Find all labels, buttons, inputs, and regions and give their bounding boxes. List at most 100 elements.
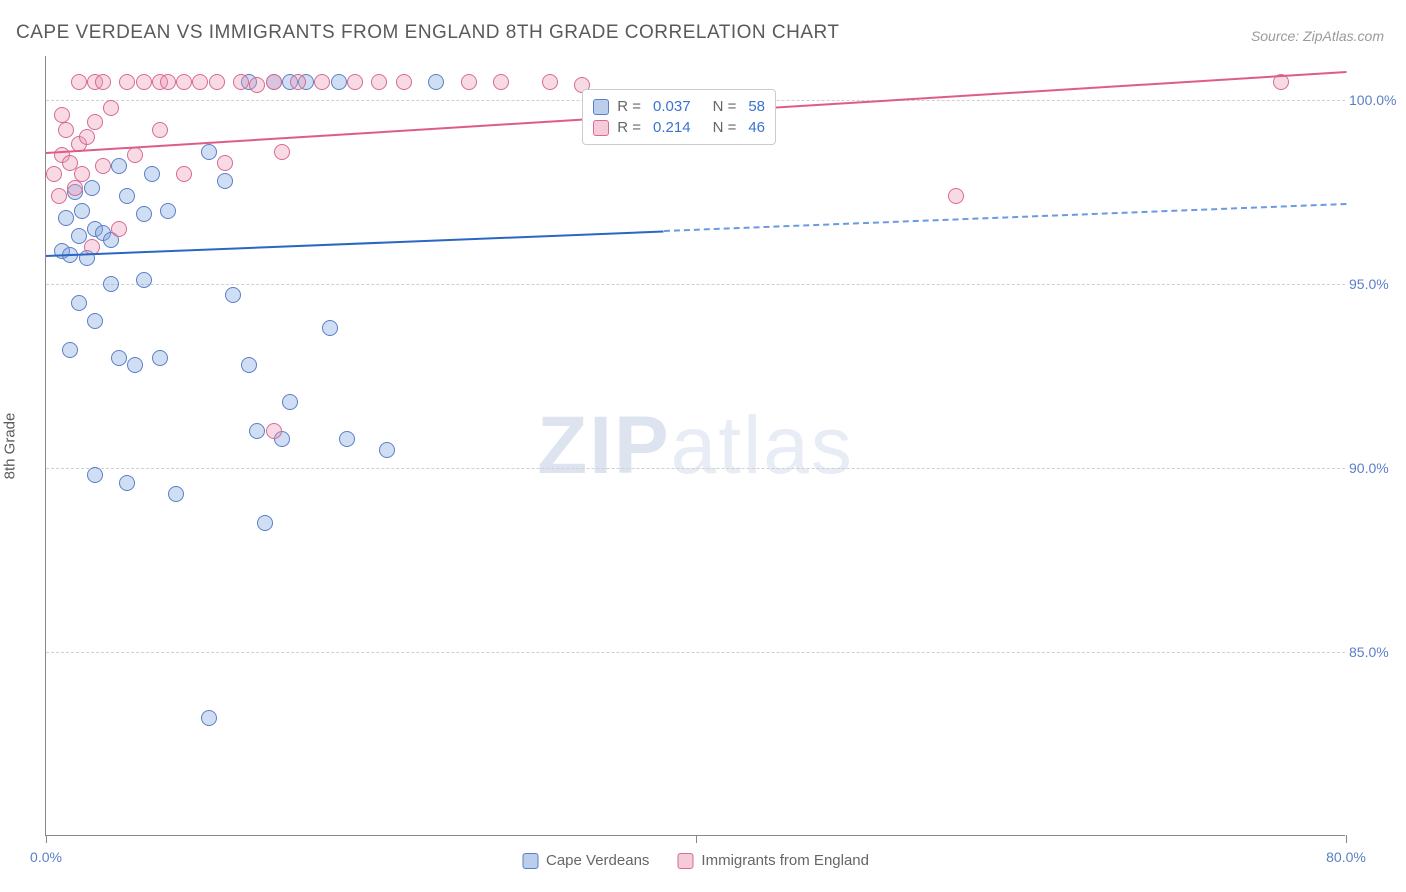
y-tick-label: 85.0% [1349, 644, 1399, 660]
scatter-point [71, 74, 87, 90]
scatter-point [87, 467, 103, 483]
legend-swatch [593, 99, 609, 115]
scatter-point [241, 357, 257, 373]
scatter-point [152, 122, 168, 138]
plot-area: ZIPatlas 85.0%90.0%95.0%100.0%0.0%80.0%R… [45, 56, 1345, 836]
scatter-point [58, 122, 74, 138]
series-legend-item: Cape Verdeans [522, 852, 649, 869]
scatter-point [257, 515, 273, 531]
scatter-point [282, 394, 298, 410]
scatter-point [396, 74, 412, 90]
scatter-point [103, 100, 119, 116]
legend-swatch [593, 120, 609, 136]
series-legend-label: Immigrants from England [701, 852, 869, 869]
y-tick-label: 95.0% [1349, 276, 1399, 292]
scatter-point [331, 74, 347, 90]
scatter-point [209, 74, 225, 90]
legend-n-label: N = [713, 119, 737, 136]
y-tick-label: 90.0% [1349, 460, 1399, 476]
gridline-h [46, 284, 1345, 285]
scatter-point [111, 350, 127, 366]
gridline-h [46, 468, 1345, 469]
scatter-point [217, 155, 233, 171]
scatter-point [127, 357, 143, 373]
scatter-point [87, 313, 103, 329]
scatter-point [266, 423, 282, 439]
legend-n-label: N = [713, 98, 737, 115]
trend-line [663, 203, 1346, 232]
scatter-point [119, 475, 135, 491]
scatter-point [948, 188, 964, 204]
scatter-point [119, 188, 135, 204]
scatter-point [136, 74, 152, 90]
scatter-point [111, 158, 127, 174]
scatter-point [95, 158, 111, 174]
scatter-point [290, 74, 306, 90]
legend-swatch [677, 853, 693, 869]
scatter-point [233, 74, 249, 90]
scatter-point [314, 74, 330, 90]
y-tick-label: 100.0% [1349, 92, 1399, 108]
scatter-point [347, 74, 363, 90]
scatter-point [217, 173, 233, 189]
stats-legend: R = 0.037 N = 58 R = 0.214 N = 46 [582, 89, 776, 145]
legend-r-value: 0.037 [653, 98, 691, 115]
stats-legend-row: R = 0.037 N = 58 [593, 96, 765, 117]
scatter-point [79, 129, 95, 145]
scatter-point [322, 320, 338, 336]
chart-title: CAPE VERDEAN VS IMMIGRANTS FROM ENGLAND … [16, 22, 840, 44]
scatter-point [74, 203, 90, 219]
y-axis-label: 8th Grade [2, 413, 19, 480]
scatter-point [136, 272, 152, 288]
scatter-point [144, 166, 160, 182]
scatter-point [176, 166, 192, 182]
scatter-point [371, 74, 387, 90]
scatter-point [84, 180, 100, 196]
scatter-point [160, 203, 176, 219]
legend-r-label: R = [617, 119, 641, 136]
scatter-point [54, 107, 70, 123]
scatter-point [152, 350, 168, 366]
stats-legend-row: R = 0.214 N = 46 [593, 117, 765, 138]
x-tick [46, 835, 47, 843]
scatter-point [176, 74, 192, 90]
scatter-point [461, 74, 477, 90]
scatter-point [379, 442, 395, 458]
legend-r-value: 0.214 [653, 119, 691, 136]
scatter-point [225, 287, 241, 303]
watermark-zip: ZIP [537, 400, 671, 491]
watermark-atlas: atlas [671, 400, 854, 491]
scatter-point [87, 114, 103, 130]
watermark: ZIPatlas [537, 399, 854, 493]
legend-n-value: 46 [748, 119, 765, 136]
series-legend-label: Cape Verdeans [546, 852, 649, 869]
scatter-point [62, 342, 78, 358]
gridline-h [46, 652, 1345, 653]
x-tick [1346, 835, 1347, 843]
scatter-point [201, 710, 217, 726]
scatter-point [192, 74, 208, 90]
scatter-point [46, 166, 62, 182]
scatter-point [71, 295, 87, 311]
x-tick-label: 0.0% [30, 849, 62, 865]
scatter-point [58, 210, 74, 226]
source-attribution: Source: ZipAtlas.com [1251, 28, 1384, 44]
scatter-point [67, 180, 83, 196]
scatter-point [266, 74, 282, 90]
scatter-point [111, 221, 127, 237]
scatter-point [51, 188, 67, 204]
scatter-point [95, 74, 111, 90]
scatter-point [542, 74, 558, 90]
x-tick [696, 835, 697, 843]
scatter-point [339, 431, 355, 447]
scatter-point [493, 74, 509, 90]
trend-line [46, 230, 664, 256]
scatter-point [249, 423, 265, 439]
legend-r-label: R = [617, 98, 641, 115]
legend-n-value: 58 [748, 98, 765, 115]
scatter-point [119, 74, 135, 90]
series-legend-item: Immigrants from England [677, 852, 869, 869]
scatter-point [201, 144, 217, 160]
scatter-point [249, 77, 265, 93]
scatter-point [274, 144, 290, 160]
